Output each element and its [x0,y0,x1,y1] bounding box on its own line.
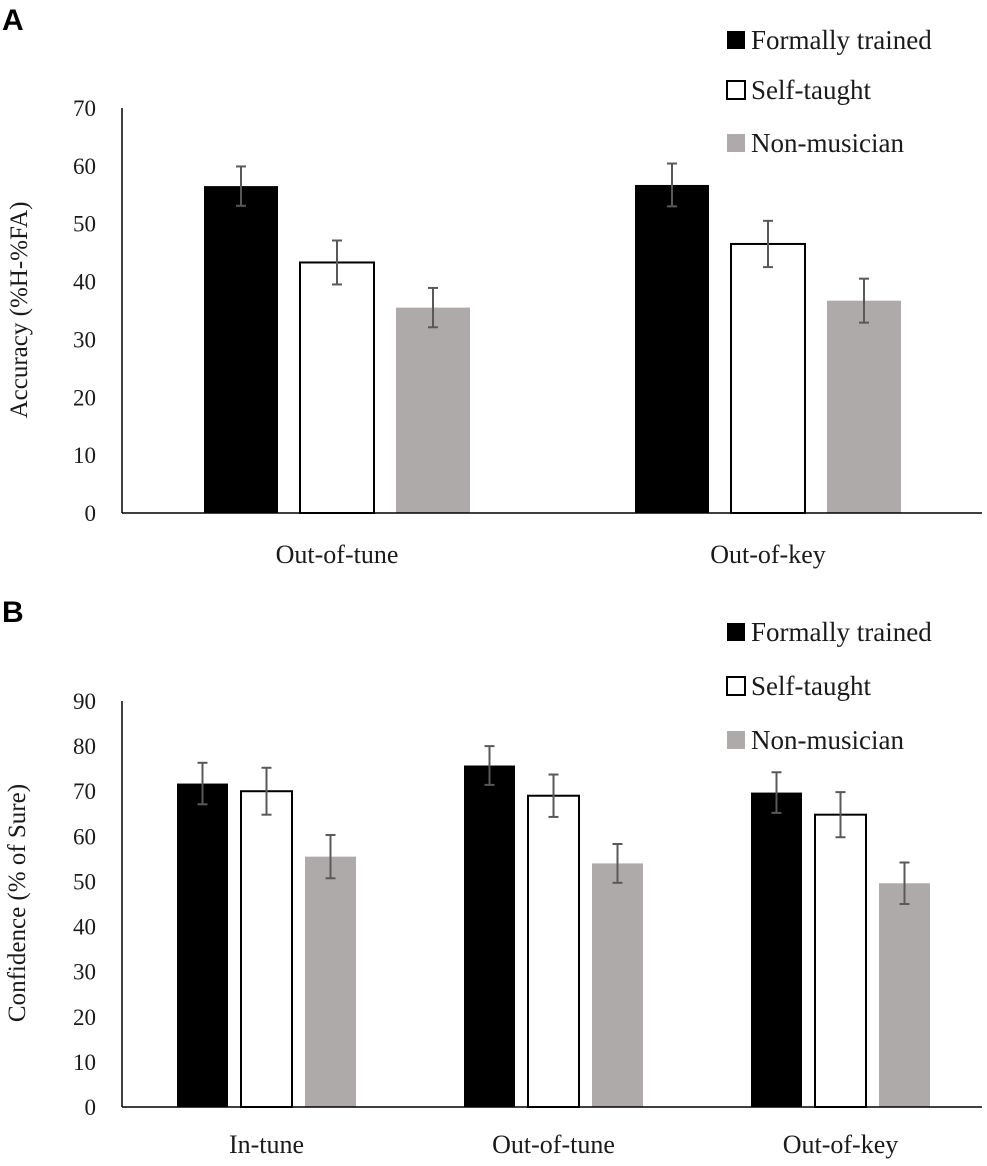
bar [879,883,930,1107]
x-category-label: Out-of-tune [492,1130,615,1159]
legend-swatch [727,731,745,749]
legend-label: Non-musician [751,725,904,755]
bar [299,261,375,514]
bar [240,790,293,1108]
bar [635,184,709,513]
y-tick-label: 10 [73,443,96,468]
y-tick-label: 70 [73,779,96,804]
y-tick-label: 20 [73,1005,96,1030]
legend-swatch [727,623,745,641]
panel-b-y-axis-label: Confidence (% of Sure) [4,784,31,1022]
y-tick-label: 60 [73,824,96,849]
panel-a-y-axis-label: Accuracy (%H-%FA) [6,202,33,419]
panel-b-letter: B [2,596,24,629]
x-category-label: Out-of-tune [276,540,399,569]
y-tick-label: 30 [73,327,96,352]
panel-a-letter: A [2,4,24,37]
bar [527,794,580,1108]
y-tick-label: 50 [73,212,96,237]
bar [814,813,867,1108]
bar [464,765,515,1107]
legend-label: Formally trained [751,25,932,55]
bar [827,300,901,513]
x-category-label: Out-of-key [783,1130,899,1159]
legend-label: Self-taught [751,75,871,105]
legend-swatch [726,676,746,696]
y-tick-label: 50 [73,869,96,894]
bar [592,863,643,1107]
y-tick-label: 60 [73,154,96,179]
y-tick-label: 0 [85,1095,97,1120]
bar [751,792,802,1107]
y-tick-label: 90 [73,689,96,714]
bar [730,242,806,514]
y-tick-label: 80 [73,734,96,759]
panel-b-confidence-chart: B Confidence (% of Sure) 0 10 20 30 40 50 60 70… [2,596,982,1159]
legend-label: Self-taught [751,671,871,701]
legend-swatch [726,80,746,100]
bar [204,186,278,513]
bar [305,856,356,1107]
legend-swatch [727,31,745,49]
legend-label: Non-musician [751,128,904,158]
legend-label: Formally trained [751,617,932,647]
panel-a-accuracy-chart: A Accuracy (%H-%FA) 0 10 20 30 40 50 60 70 Out-o… [2,4,982,569]
bar [177,783,228,1107]
y-tick-label: 40 [73,915,96,940]
y-tick-label: 0 [85,501,97,526]
y-tick-label: 20 [73,385,96,410]
x-category-label: In-tune [229,1130,304,1159]
y-tick-label: 10 [73,1050,96,1075]
y-tick-label: 40 [73,270,96,295]
bar [396,307,470,513]
y-tick-label: 30 [73,960,96,985]
x-category-label: Out-of-key [710,540,826,569]
legend-swatch [727,134,745,152]
y-tick-label: 70 [73,96,96,121]
